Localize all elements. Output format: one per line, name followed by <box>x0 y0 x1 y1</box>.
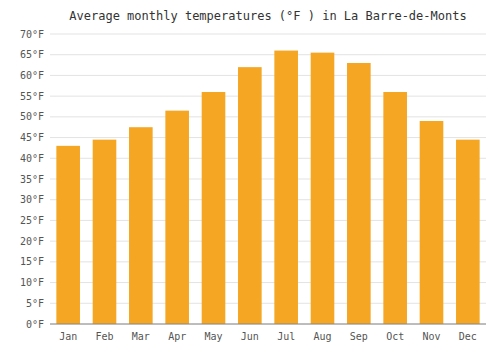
chart-container: Average monthly temperatures (°F ) in La… <box>0 0 500 350</box>
bar <box>202 92 226 324</box>
bar <box>56 146 80 324</box>
grid-line <box>50 54 486 55</box>
x-tick-label: Sep <box>350 331 368 342</box>
y-tick-label: 70°F <box>20 29 44 40</box>
x-tick-label: Dec <box>459 331 477 342</box>
bar <box>129 127 153 324</box>
chart-svg: Average monthly temperatures (°F ) in La… <box>0 0 500 350</box>
grid <box>50 34 486 324</box>
y-tick-label: 25°F <box>20 215 44 226</box>
chart-title: Average monthly temperatures (°F ) in La… <box>69 9 466 23</box>
y-tick-label: 10°F <box>20 277 44 288</box>
y-tick-label: 35°F <box>20 174 44 185</box>
x-tick-label: Apr <box>168 331 186 342</box>
y-tick-label: 0°F <box>26 319 44 330</box>
grid-line <box>50 324 486 325</box>
x-tick-label: Feb <box>95 331 113 342</box>
y-tick-label: 50°F <box>20 111 44 122</box>
bars <box>56 51 479 324</box>
x-tick-label: May <box>204 331 222 342</box>
bar <box>274 51 298 324</box>
y-tick-label: 40°F <box>20 153 44 164</box>
x-tick-label: Oct <box>386 331 404 342</box>
grid-line <box>50 75 486 76</box>
bar <box>311 53 335 324</box>
bar <box>347 63 371 324</box>
grid-line <box>50 34 486 35</box>
y-tick-label: 30°F <box>20 194 44 205</box>
x-tick-label: Mar <box>132 331 150 342</box>
bar <box>383 92 407 324</box>
x-tick-label: Jan <box>59 331 77 342</box>
bar <box>420 121 444 324</box>
bar <box>456 140 480 324</box>
bar <box>238 67 262 324</box>
bar <box>93 140 117 324</box>
x-tick-label: Aug <box>313 331 331 342</box>
y-tick-label: 5°F <box>26 298 44 309</box>
y-tick-label: 60°F <box>20 70 44 81</box>
x-axis-line <box>50 324 486 325</box>
y-tick-label: 15°F <box>20 256 44 267</box>
x-tick-label: Nov <box>422 331 440 342</box>
y-tick-label: 55°F <box>20 91 44 102</box>
y-tick-label: 65°F <box>20 49 44 60</box>
grid-line <box>50 96 486 97</box>
y-tick-label: 20°F <box>20 236 44 247</box>
y-tick-label: 45°F <box>20 132 44 143</box>
x-tick-label: Jul <box>277 331 295 342</box>
x-tick-label: Jun <box>241 331 259 342</box>
grid-line <box>50 116 486 117</box>
bar <box>165 111 189 324</box>
